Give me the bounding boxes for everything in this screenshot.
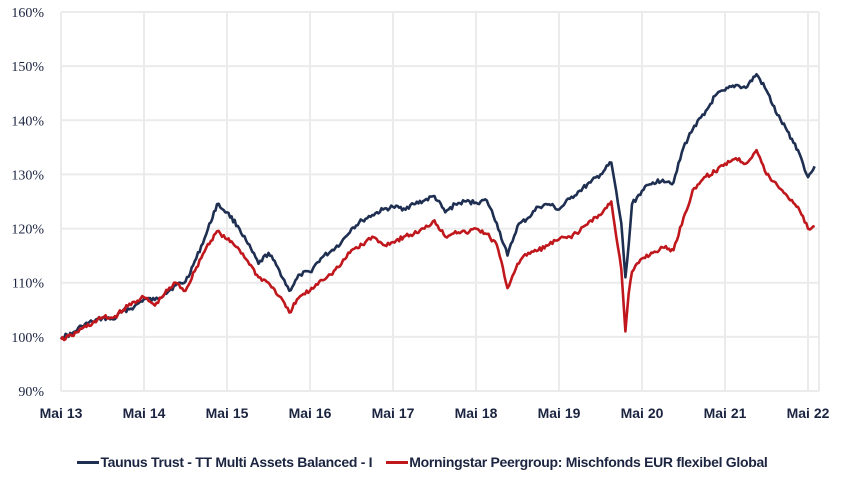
y-tick-label: 110% [12, 277, 44, 292]
y-tick-label: 130% [11, 168, 44, 183]
x-tick-label: Mai 15 [206, 405, 249, 421]
y-tick-label: 120% [11, 223, 44, 238]
legend-item-taunus-trust[interactable]: Taunus Trust - TT Multi Assets Balanced … [77, 454, 373, 470]
x-axis-labels: Mai 13 Mai 14 Mai 15 Mai 16 Mai 17 Mai 18 Mai … [40, 405, 830, 421]
line-swatch-icon [386, 460, 409, 464]
x-tick-label: Mai 20 [621, 405, 664, 421]
series-line-1 [59, 148, 816, 342]
line-swatch-icon [77, 460, 100, 464]
y-tick-label: 140% [11, 114, 44, 129]
data-lines [59, 73, 816, 342]
legend-label: Morningstar Peergroup: Mischfonds EUR fl… [409, 454, 768, 470]
x-tick-label: Mai 13 [40, 405, 83, 421]
y-tick-label: 150% [11, 60, 44, 75]
legend-item-morningstar-peergroup[interactable]: Morningstar Peergroup: Mischfonds EUR fl… [386, 454, 768, 470]
x-tick-label: Mai 22 [787, 405, 830, 421]
x-tick-label: Mai 14 [123, 405, 166, 421]
y-tick-label: 90% [18, 385, 44, 400]
x-tick-label: Mai 19 [538, 405, 581, 421]
x-tick-label: Mai 21 [704, 405, 747, 421]
x-tick-label: Mai 18 [455, 405, 498, 421]
legend: Taunus Trust - TT Multi Assets Balanced … [0, 450, 845, 474]
series-line-0 [60, 73, 816, 340]
x-tick-label: Mai 16 [289, 405, 332, 421]
y-tick-label: 100% [11, 331, 44, 346]
y-tick-label: 160% [11, 6, 44, 21]
legend-label: Taunus Trust - TT Multi Assets Balanced … [100, 454, 373, 470]
y-axis-labels: 90% 100% 110% 120% 130% 140% 150% 160% [11, 6, 44, 400]
x-tick-label: Mai 17 [372, 405, 415, 421]
